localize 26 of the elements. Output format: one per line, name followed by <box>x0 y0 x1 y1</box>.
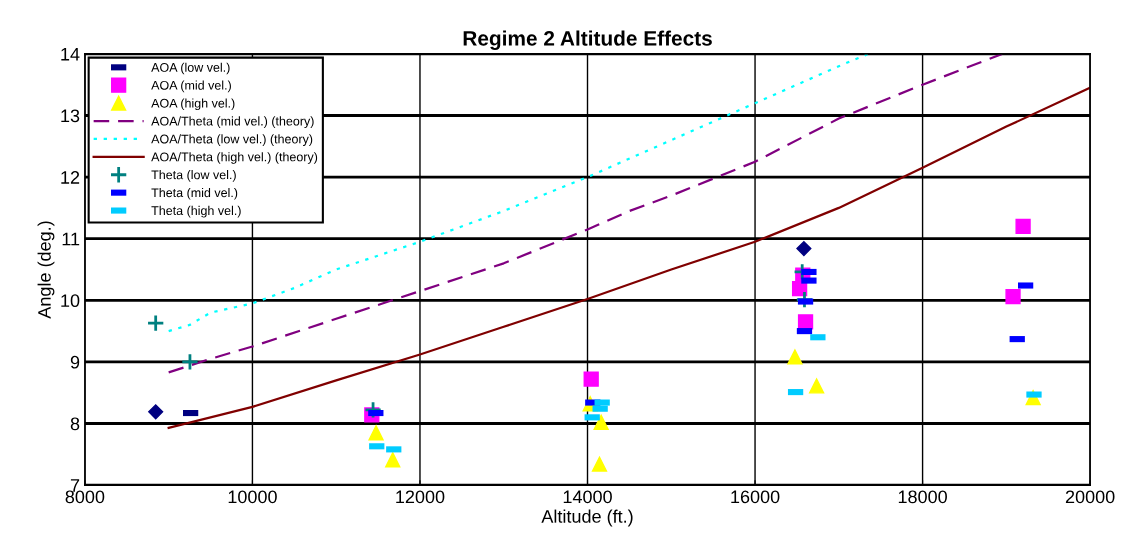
y-tick-label: 13 <box>61 109 80 123</box>
legend-label: AOA/Theta (mid vel.) (theory) <box>151 116 314 129</box>
legend-label: Theta (high vel.) <box>151 205 241 218</box>
legend-label: AOA/Theta (high vel.) (theory) <box>151 152 318 164</box>
y-tick-label: 10 <box>61 294 80 308</box>
y-tick-label: 14 <box>61 48 80 61</box>
x-tick-label: 10000 <box>228 490 277 504</box>
legend-label: AOA (low vel.) <box>151 62 230 75</box>
legend-label: Theta (low vel.) <box>151 170 236 182</box>
x-tick-label: 14000 <box>563 490 612 504</box>
x-tick-label: 16000 <box>731 490 780 504</box>
legend-label: AOA (mid vel.) <box>151 80 231 93</box>
legend-label: AOA/Theta (low vel.) (theory) <box>151 134 313 146</box>
chart-title: Regime 2 Altitude Effects <box>463 30 712 50</box>
y-tick-label: 11 <box>62 232 80 246</box>
x-tick-label: 12000 <box>396 490 445 504</box>
x-axis-title: Altitude (ft.) <box>541 509 633 527</box>
y-tick-label: 8 <box>70 417 80 431</box>
legend-label: Theta (mid vel.) <box>151 187 238 200</box>
x-tick-label: 20000 <box>1065 490 1115 504</box>
x-tick-label: 18000 <box>898 490 947 504</box>
legend-label: AOA (high vel.) <box>151 98 235 111</box>
y-axis-title: Angle (deg.) <box>37 221 55 319</box>
y-tick-label: 12 <box>61 171 80 184</box>
y-tick-label: 9 <box>70 355 80 369</box>
x-tick-label: 8000 <box>65 490 105 504</box>
